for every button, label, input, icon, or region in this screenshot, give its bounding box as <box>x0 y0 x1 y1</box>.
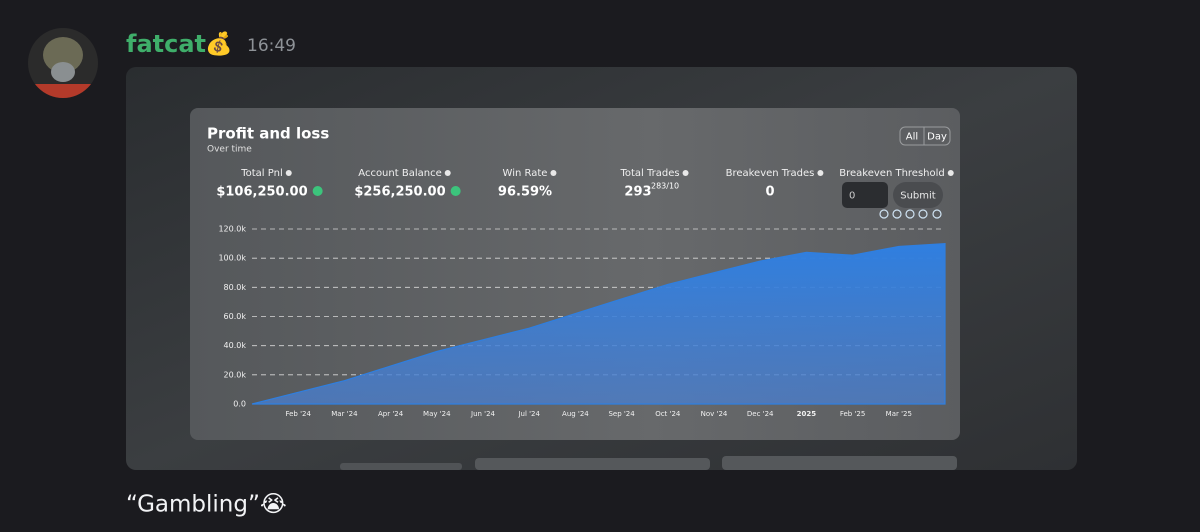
info-icon <box>285 170 292 176</box>
y-tick-label: 20.0k <box>224 370 247 379</box>
y-tick-label: 40.0k <box>224 341 247 350</box>
stat-value: 0 <box>765 185 774 200</box>
toolbar-icon[interactable] <box>918 209 928 219</box>
x-tick-label: Jun '24 <box>470 410 496 418</box>
range-button[interactable]: All <box>906 132 918 143</box>
x-tick-label: Apr '24 <box>378 410 404 418</box>
x-tick-label: 2025 <box>797 410 817 418</box>
threshold-input[interactable] <box>842 182 888 208</box>
range-toggle <box>899 126 951 146</box>
x-tick-label: Jul '24 <box>517 410 540 418</box>
y-tick-label: 100.0k <box>218 254 246 263</box>
x-tick-label: Feb '25 <box>840 410 865 418</box>
stat-label: Win Rate <box>503 168 548 179</box>
toolbar-icon[interactable] <box>892 209 902 219</box>
trend-badge <box>450 186 461 196</box>
area-fill <box>251 242 946 405</box>
x-tick-label: Sep '24 <box>608 410 635 418</box>
info-icon <box>444 170 451 176</box>
y-tick-label: 120.0k <box>218 225 246 234</box>
author-name[interactable]: fatcat <box>126 30 206 58</box>
stat-value: 293 <box>624 185 651 200</box>
info-icon <box>817 170 824 176</box>
message-text: “Gambling”😭 <box>126 492 287 518</box>
threshold-input-value[interactable]: 0 <box>849 191 855 202</box>
info-icon <box>682 170 689 176</box>
toolbar-icon[interactable] <box>932 209 942 219</box>
y-tick-label: 60.0k <box>224 312 247 321</box>
stat-value: 96.59% <box>498 185 552 200</box>
x-tick-label: May '24 <box>423 410 451 418</box>
stat-sup: 283/10 <box>651 182 679 191</box>
stat-label: Total Trades <box>619 168 679 179</box>
y-tick-label: 80.0k <box>224 283 247 292</box>
trend-badge <box>312 186 323 196</box>
x-tick-label: Oct '24 <box>655 410 681 418</box>
stat-label: Breakeven Trades <box>726 168 815 179</box>
info-icon <box>550 170 557 176</box>
stat-label: Total Pnl <box>240 168 283 179</box>
x-tick-label: Feb '24 <box>285 410 311 418</box>
stat-label: Breakeven Threshold <box>839 168 945 179</box>
stat-label: Account Balance <box>358 168 441 179</box>
x-tick-label: Nov '24 <box>701 410 728 418</box>
y-tick-label: 0.0 <box>233 400 246 409</box>
toolbar-icon[interactable] <box>879 209 889 219</box>
avatar[interactable] <box>28 28 98 100</box>
range-button[interactable]: Day <box>927 132 947 143</box>
stat-value: $256,250.00 <box>354 185 445 200</box>
chart-panel: Profit and loss Over time <box>207 125 951 155</box>
submit-button[interactable] <box>893 182 943 208</box>
timestamp: 16:49 <box>247 36 296 56</box>
x-tick-label: Aug '24 <box>562 410 589 418</box>
info-icon <box>947 170 954 176</box>
stat-value: $106,250.00 <box>216 185 307 200</box>
panel-title: Profit and loss <box>207 125 329 143</box>
author-badge: 💰 <box>205 31 232 57</box>
toolbar-icon[interactable] <box>905 209 915 219</box>
x-tick-label: Mar '25 <box>886 410 912 418</box>
panel-subtitle: Over time <box>207 145 252 155</box>
submit-button-label[interactable]: Submit <box>900 191 936 202</box>
x-tick-label: Dec '24 <box>747 410 774 418</box>
x-tick-label: Mar '24 <box>331 410 358 418</box>
